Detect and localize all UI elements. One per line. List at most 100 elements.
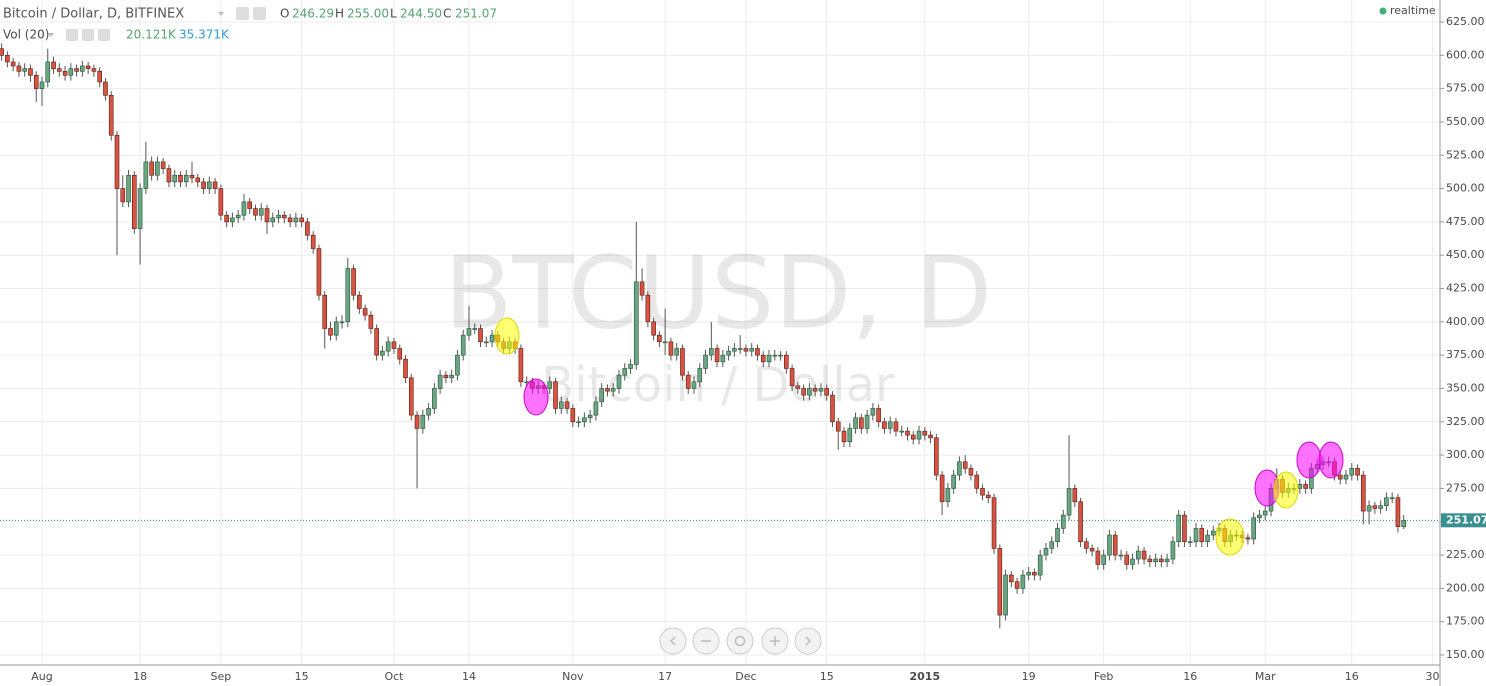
eye-icon[interactable] [236, 7, 249, 20]
candle-body [691, 381, 697, 389]
candle-body [905, 430, 910, 436]
candle-body [582, 417, 587, 423]
candle-body [1211, 530, 1216, 536]
axes: 150.00175.00200.00225.00250.00275.00300.… [0, 15, 1486, 683]
candle-body [680, 348, 685, 376]
y-tick-label: 425.00 [1446, 282, 1485, 295]
candle-body [28, 68, 33, 76]
candle-body [362, 308, 368, 316]
x-tick-label: Feb [1094, 670, 1113, 683]
ohlc-label: C [443, 7, 451, 21]
candle-body [899, 430, 905, 433]
x-tick-label: 17 [658, 670, 672, 683]
scroll-left-button[interactable] [659, 627, 687, 655]
candle-body [732, 348, 737, 352]
candle-body [1130, 558, 1135, 565]
x-tick-label: 15 [820, 670, 834, 683]
candle-body [230, 217, 235, 223]
candle-body [755, 348, 760, 356]
header: Bitcoin / Dollar, D, BITFINEX O 246.29 H… [3, 4, 1436, 42]
candle-body [893, 421, 899, 432]
candle-body [258, 208, 264, 216]
x-tick-label: Oct [384, 670, 404, 683]
candle-body [276, 214, 281, 219]
x-tick-label: 16 [1345, 670, 1359, 683]
grid [0, 0, 1440, 665]
candle-body [201, 181, 206, 189]
candle-body [1066, 488, 1072, 516]
candle-body [374, 328, 379, 356]
candle-body [149, 161, 154, 176]
candle-body [853, 417, 858, 429]
reset-button[interactable] [726, 627, 754, 655]
y-tick-label: 150.00 [1446, 648, 1485, 661]
candle-body [1182, 514, 1187, 543]
y-tick-label: 475.00 [1446, 215, 1485, 228]
candle-body [645, 294, 651, 323]
candle-body [1037, 554, 1043, 576]
candle-body [137, 188, 143, 229]
candle-body [1078, 501, 1083, 543]
y-tick-label: 550.00 [1446, 115, 1485, 128]
candle-body [939, 474, 945, 503]
candle-body [51, 61, 56, 69]
eye-icon[interactable] [66, 29, 78, 41]
candle-body [784, 354, 789, 369]
candle-body [478, 328, 483, 343]
settings-icon[interactable] [253, 7, 266, 20]
candle-body [120, 188, 126, 203]
candle-body [628, 364, 633, 369]
x-tick-label: 16 [1183, 670, 1197, 683]
candle-body [547, 381, 553, 389]
x-tick-label: 15 [295, 670, 309, 683]
y-tick-label: 575.00 [1446, 82, 1485, 95]
candle-body [91, 68, 97, 72]
candle-body [1378, 505, 1383, 509]
y-tick-label: 500.00 [1446, 182, 1485, 195]
candle-body [1072, 488, 1078, 503]
candle-body [466, 328, 472, 336]
candle-body [345, 268, 351, 323]
candle-body [1124, 554, 1130, 565]
candle-body [576, 421, 581, 424]
candle-body [957, 461, 962, 476]
scroll-right-button[interactable] [794, 627, 822, 655]
highlight-circle [494, 317, 520, 355]
candle-body [1055, 528, 1060, 543]
ohlc-value: 244.50 [400, 7, 442, 21]
candle-body [207, 181, 212, 189]
last-price-label: 251.07 [1446, 513, 1486, 526]
candle-body [651, 321, 656, 336]
y-tick-label: 325.00 [1446, 415, 1485, 428]
candle-body [818, 388, 824, 392]
candle-body [1361, 474, 1366, 512]
candle-body [760, 354, 766, 363]
settings-icon[interactable] [82, 29, 94, 41]
candle-body [847, 428, 853, 443]
candle-body [74, 68, 79, 72]
ohlc-label: H [335, 7, 344, 21]
candle-body [968, 468, 974, 476]
candle-body [980, 488, 985, 496]
y-tick-label: 200.00 [1446, 581, 1485, 594]
candle-body [1251, 517, 1256, 540]
candle-body [472, 328, 478, 330]
candle-body [333, 321, 339, 336]
candle-body [108, 94, 114, 136]
remove-icon[interactable] [98, 29, 110, 41]
candle-body [1135, 550, 1141, 560]
candle-body [605, 388, 610, 392]
y-tick-label: 350.00 [1446, 381, 1485, 394]
candles [0, 43, 1407, 629]
candle-body [1095, 550, 1101, 565]
y-tick-label: 450.00 [1446, 248, 1485, 261]
highlight-circle [1215, 518, 1245, 556]
candle-body [1170, 541, 1176, 560]
candle-body [674, 348, 679, 356]
candle-body [1205, 534, 1210, 543]
candle-body [1003, 574, 1008, 616]
candle-body [726, 350, 731, 356]
candle-body [1009, 574, 1014, 583]
realtime-dot [1379, 7, 1387, 15]
candle-body [62, 70, 68, 76]
